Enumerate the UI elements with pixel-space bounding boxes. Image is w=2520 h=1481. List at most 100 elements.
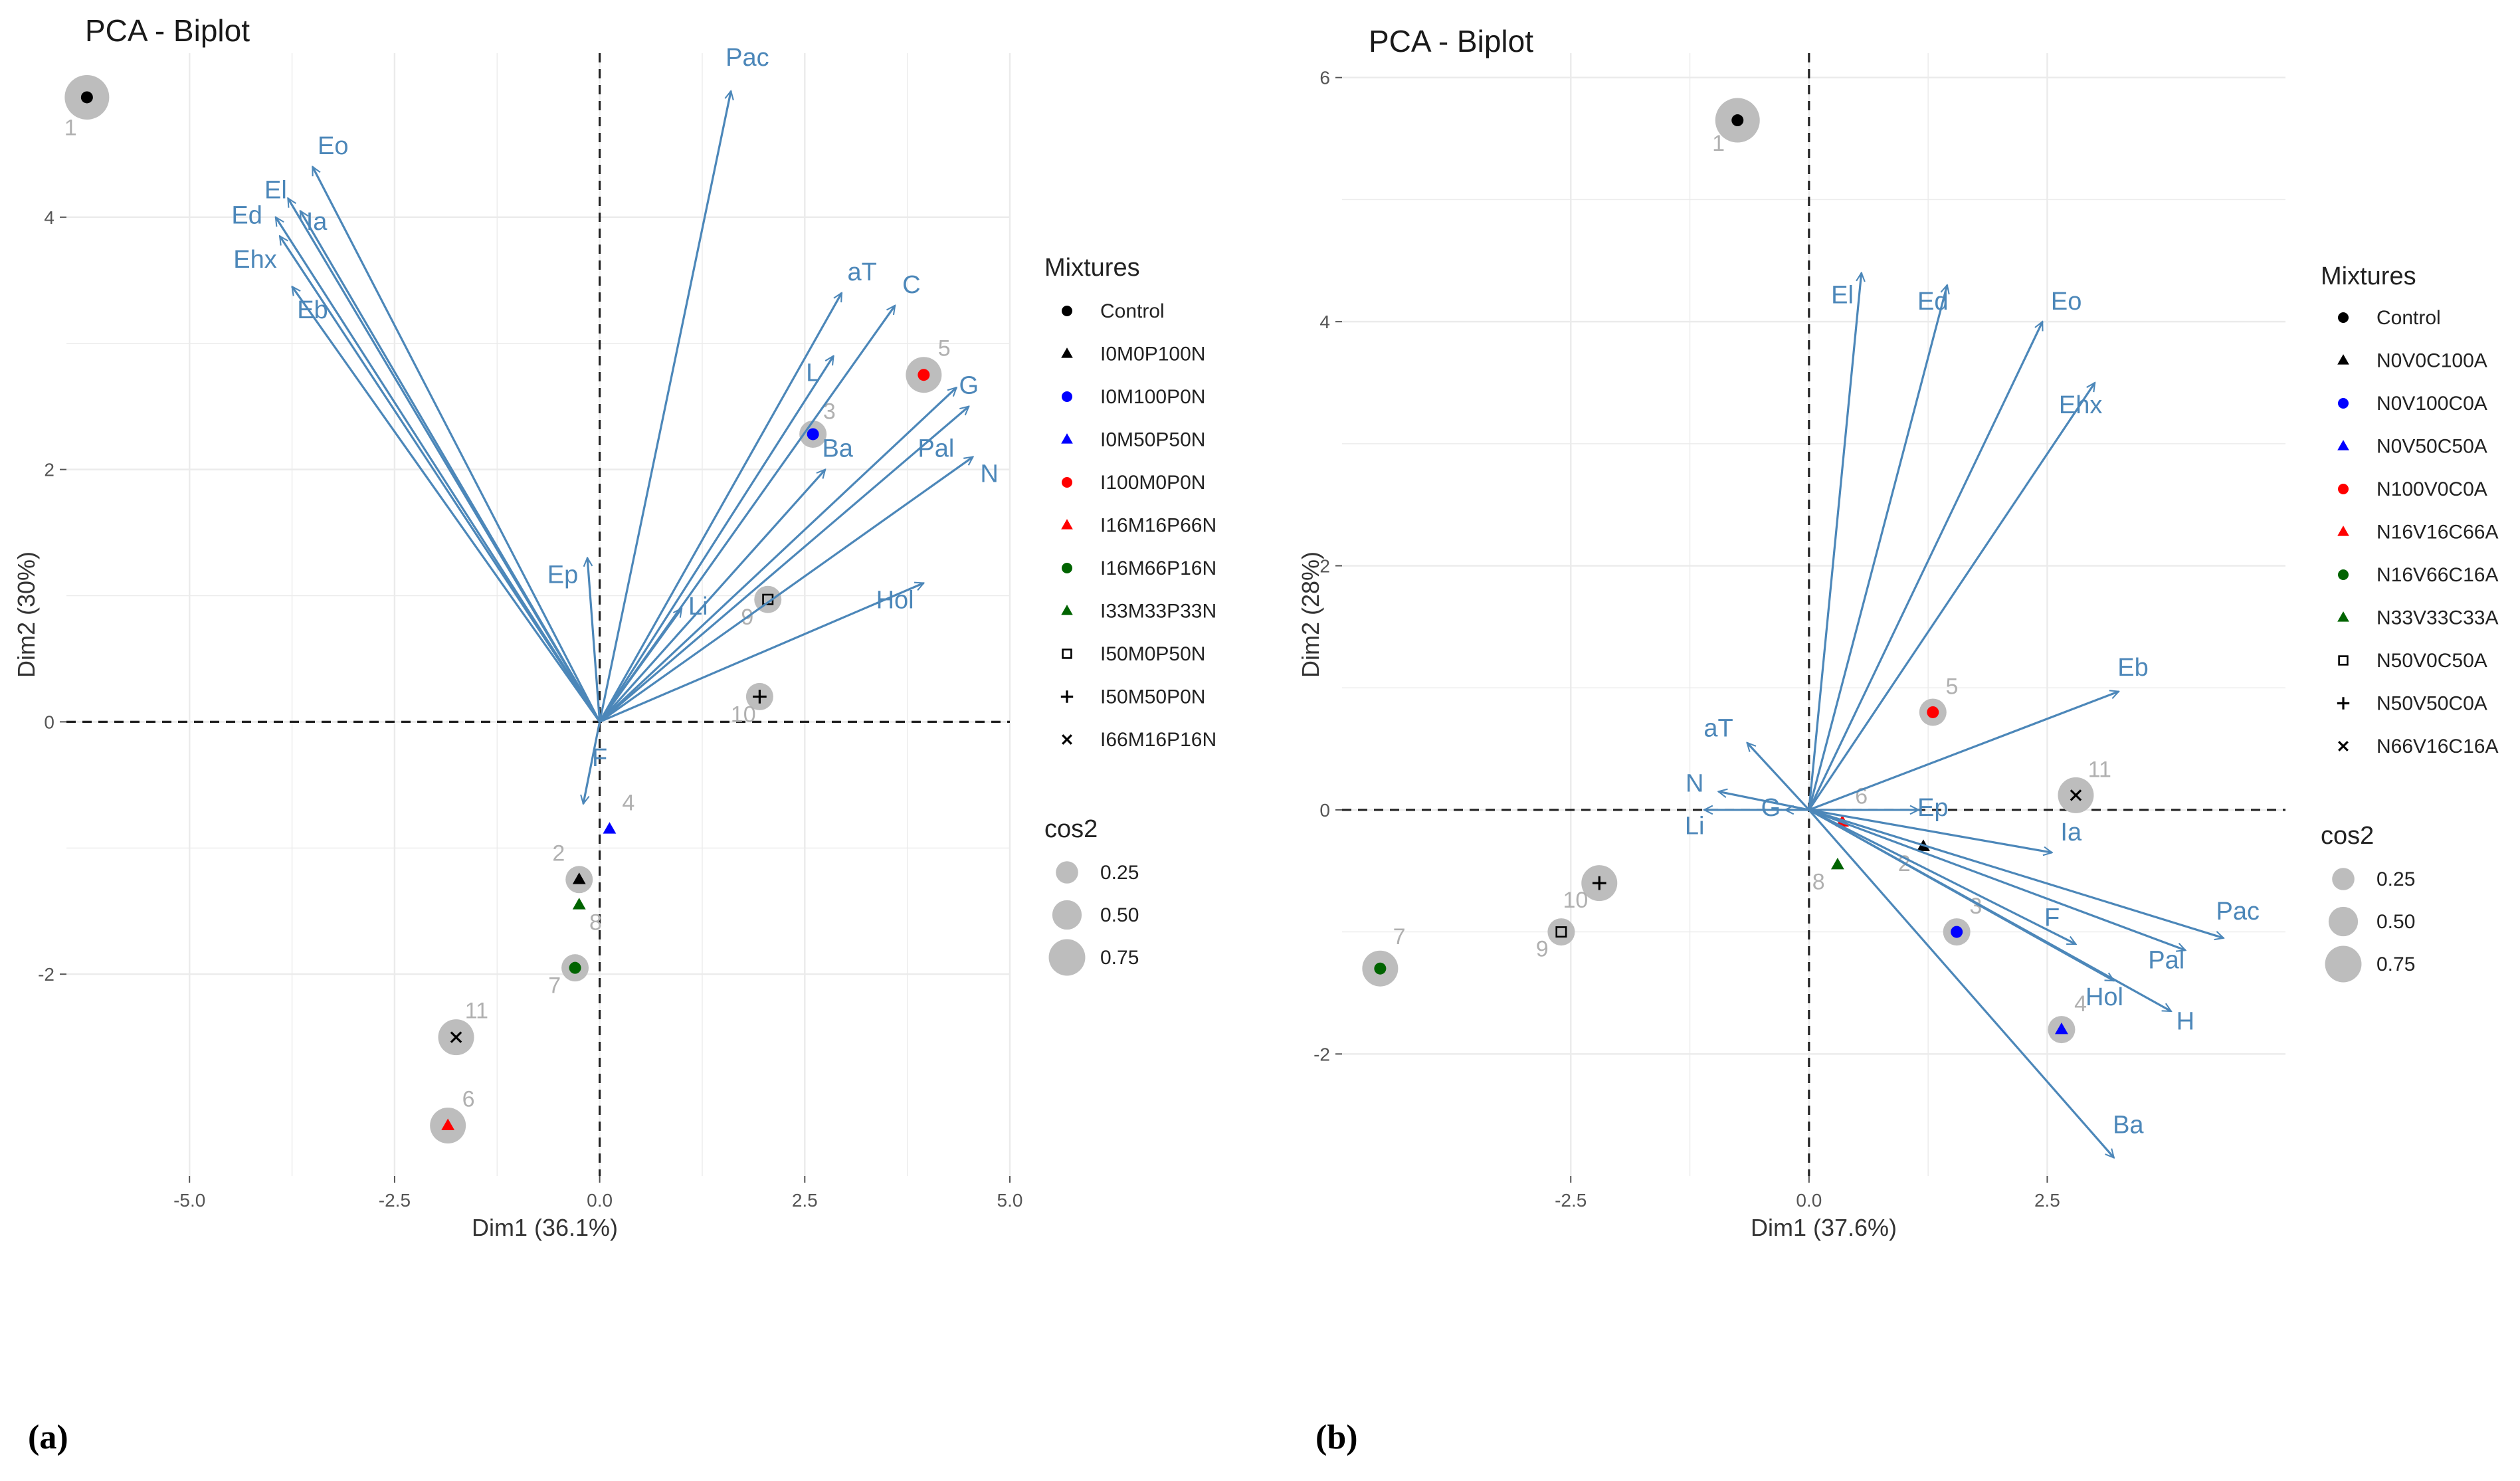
- variable-label: Ehx: [2059, 391, 2102, 419]
- legend-label: N16V16C66A: [2376, 522, 2498, 543]
- individual-label: 4: [2074, 991, 2087, 1017]
- individual-label: 2: [552, 840, 565, 866]
- legend-key: [2337, 697, 2350, 710]
- variable-label: Ba: [822, 435, 853, 463]
- variable-arrow: [599, 407, 969, 723]
- individuals: 1234567891011: [1362, 98, 2111, 1044]
- legend-key: [2338, 312, 2349, 323]
- cos2-legend-key: [1056, 861, 1078, 884]
- cos2-legend-label: 0.25: [2376, 868, 2415, 890]
- chart-title: PCA - Biplot: [1369, 24, 1533, 58]
- y-axis-label: Dim2 (30%): [13, 551, 40, 678]
- legend-mixtures: Mixtures Control N0V0C100A N0V100C0A N0V50C5…: [2321, 262, 2498, 757]
- individual-label: 10: [1563, 888, 1589, 913]
- individual-point: [603, 822, 617, 834]
- legend-label: I33M33P33N: [1100, 601, 1216, 623]
- legend-key: [1062, 477, 1072, 488]
- variable-arrow: [599, 583, 924, 723]
- individual-label: 1: [1712, 131, 1725, 156]
- variable-label: Ia: [2060, 819, 2082, 846]
- variable-arrow: [599, 609, 682, 723]
- variable-label: Ed: [1917, 288, 1948, 316]
- legend-key: [2338, 569, 2349, 580]
- variable-label: G: [959, 372, 979, 400]
- panel-b-biplot: -2.5 0.0 2.5 -2 0 2 4 6 PCA - Biplot Dim1 (37.6%)…: [1297, 24, 2498, 1456]
- variable-arrow: [599, 387, 957, 723]
- legend-label: N33V33C33A: [2376, 607, 2498, 629]
- legend-key: [2338, 398, 2349, 409]
- cos2-legend-title: cos2: [2321, 822, 2374, 850]
- variable-label: L: [806, 359, 820, 387]
- variable-arrow: [1808, 809, 2076, 945]
- legend-key: [1062, 734, 1072, 745]
- x-tick-label: -5.0: [173, 1190, 205, 1211]
- cos2-legend-label: 0.50: [1100, 904, 1139, 926]
- variable-label: N: [980, 460, 998, 488]
- individual-point: [569, 961, 581, 974]
- individuals: 1234567891011: [64, 74, 951, 1144]
- individual-label: 8: [1812, 869, 1825, 894]
- legend-key: [2338, 655, 2349, 666]
- y-tick-label: 2: [44, 460, 54, 480]
- individual-point: [918, 369, 930, 381]
- legend-label: N100V0C0A: [2376, 478, 2487, 500]
- chart-title: PCA - Biplot: [85, 13, 250, 48]
- cos2-legend-label: 0.25: [1100, 862, 1139, 884]
- y-tick-label: -2: [1313, 1044, 1330, 1064]
- variable-label: H: [2177, 1008, 2194, 1036]
- y-tick-label: 4: [44, 207, 54, 228]
- variable-label: C: [902, 271, 920, 299]
- x-tick-label: 2.5: [2034, 1190, 2060, 1211]
- variable-label: Eb: [2117, 654, 2148, 682]
- variable-label: F: [592, 744, 607, 772]
- variable-label: Ba: [2113, 1112, 2144, 1139]
- legend-title: Mixtures: [1044, 254, 1140, 282]
- variable-label: Ep: [1917, 794, 1948, 822]
- x-tick-label: 5.0: [997, 1190, 1023, 1211]
- legend-label: N0V0C100A: [2376, 350, 2487, 372]
- legend-title: Mixtures: [2321, 262, 2416, 290]
- variable-arrow: [1808, 809, 2186, 950]
- legend-label: Control: [2376, 307, 2441, 329]
- variable-arrow: [1808, 809, 2224, 938]
- variable-label: Ehx: [233, 246, 276, 274]
- legend-label: I100M0P0N: [1100, 472, 1205, 494]
- variable-label: El: [1831, 282, 1854, 310]
- variable-label: aT: [1703, 715, 1733, 743]
- variable-label: Eo: [318, 132, 348, 160]
- cos2-legend-key: [1052, 900, 1082, 930]
- cos2-legend-key: [1048, 939, 1086, 976]
- legend-label: N66V16C16A: [2376, 736, 2498, 757]
- individual-point: [572, 872, 586, 884]
- individual-point: [80, 91, 93, 104]
- variable-label: aT: [848, 258, 877, 286]
- variable-label: Ed: [231, 201, 262, 229]
- y-axis-label: Dim2 (28%): [1297, 551, 1324, 678]
- variable-label: Li: [688, 593, 708, 621]
- individual-label: 6: [462, 1087, 475, 1112]
- variable-arrow: [1808, 383, 2096, 811]
- variable-arrows: Pac Eo El Ia Ed Ehx Eb aT C L Ba G Pal N Hol Ep Li F: [231, 44, 999, 804]
- legend-key: [1062, 306, 1072, 316]
- y-tick-label: 0: [1319, 800, 1330, 821]
- individual-point: [1830, 857, 1844, 870]
- x-axis-label: Dim1 (36.1%): [472, 1214, 618, 1241]
- x-axis-label: Dim1 (37.6%): [1751, 1214, 1897, 1241]
- legend-label: N0V100C0A: [2376, 393, 2487, 415]
- variable-arrow: [1808, 809, 2052, 852]
- legend-label: I16M66P16N: [1100, 557, 1216, 579]
- legend-label: I0M100P0N: [1100, 386, 1205, 408]
- x-tick-label: 2.5: [792, 1190, 818, 1211]
- cos2-legend-key: [2328, 906, 2359, 937]
- legend-key: [1061, 433, 1073, 444]
- y-tick-label: 6: [1319, 68, 1330, 88]
- legend-key: [2338, 484, 2349, 494]
- individual-point: [450, 1031, 462, 1043]
- legend-label: I50M50P0N: [1100, 686, 1205, 708]
- legend-key: [2338, 741, 2349, 751]
- variable-arrows: El Ed Eo Ehx Eb Ep Ia F Pac Pal Hol H Ba aTN Li G: [1685, 273, 2260, 1158]
- variable-label: Pal: [2148, 947, 2184, 975]
- variable-arrow: [312, 167, 601, 723]
